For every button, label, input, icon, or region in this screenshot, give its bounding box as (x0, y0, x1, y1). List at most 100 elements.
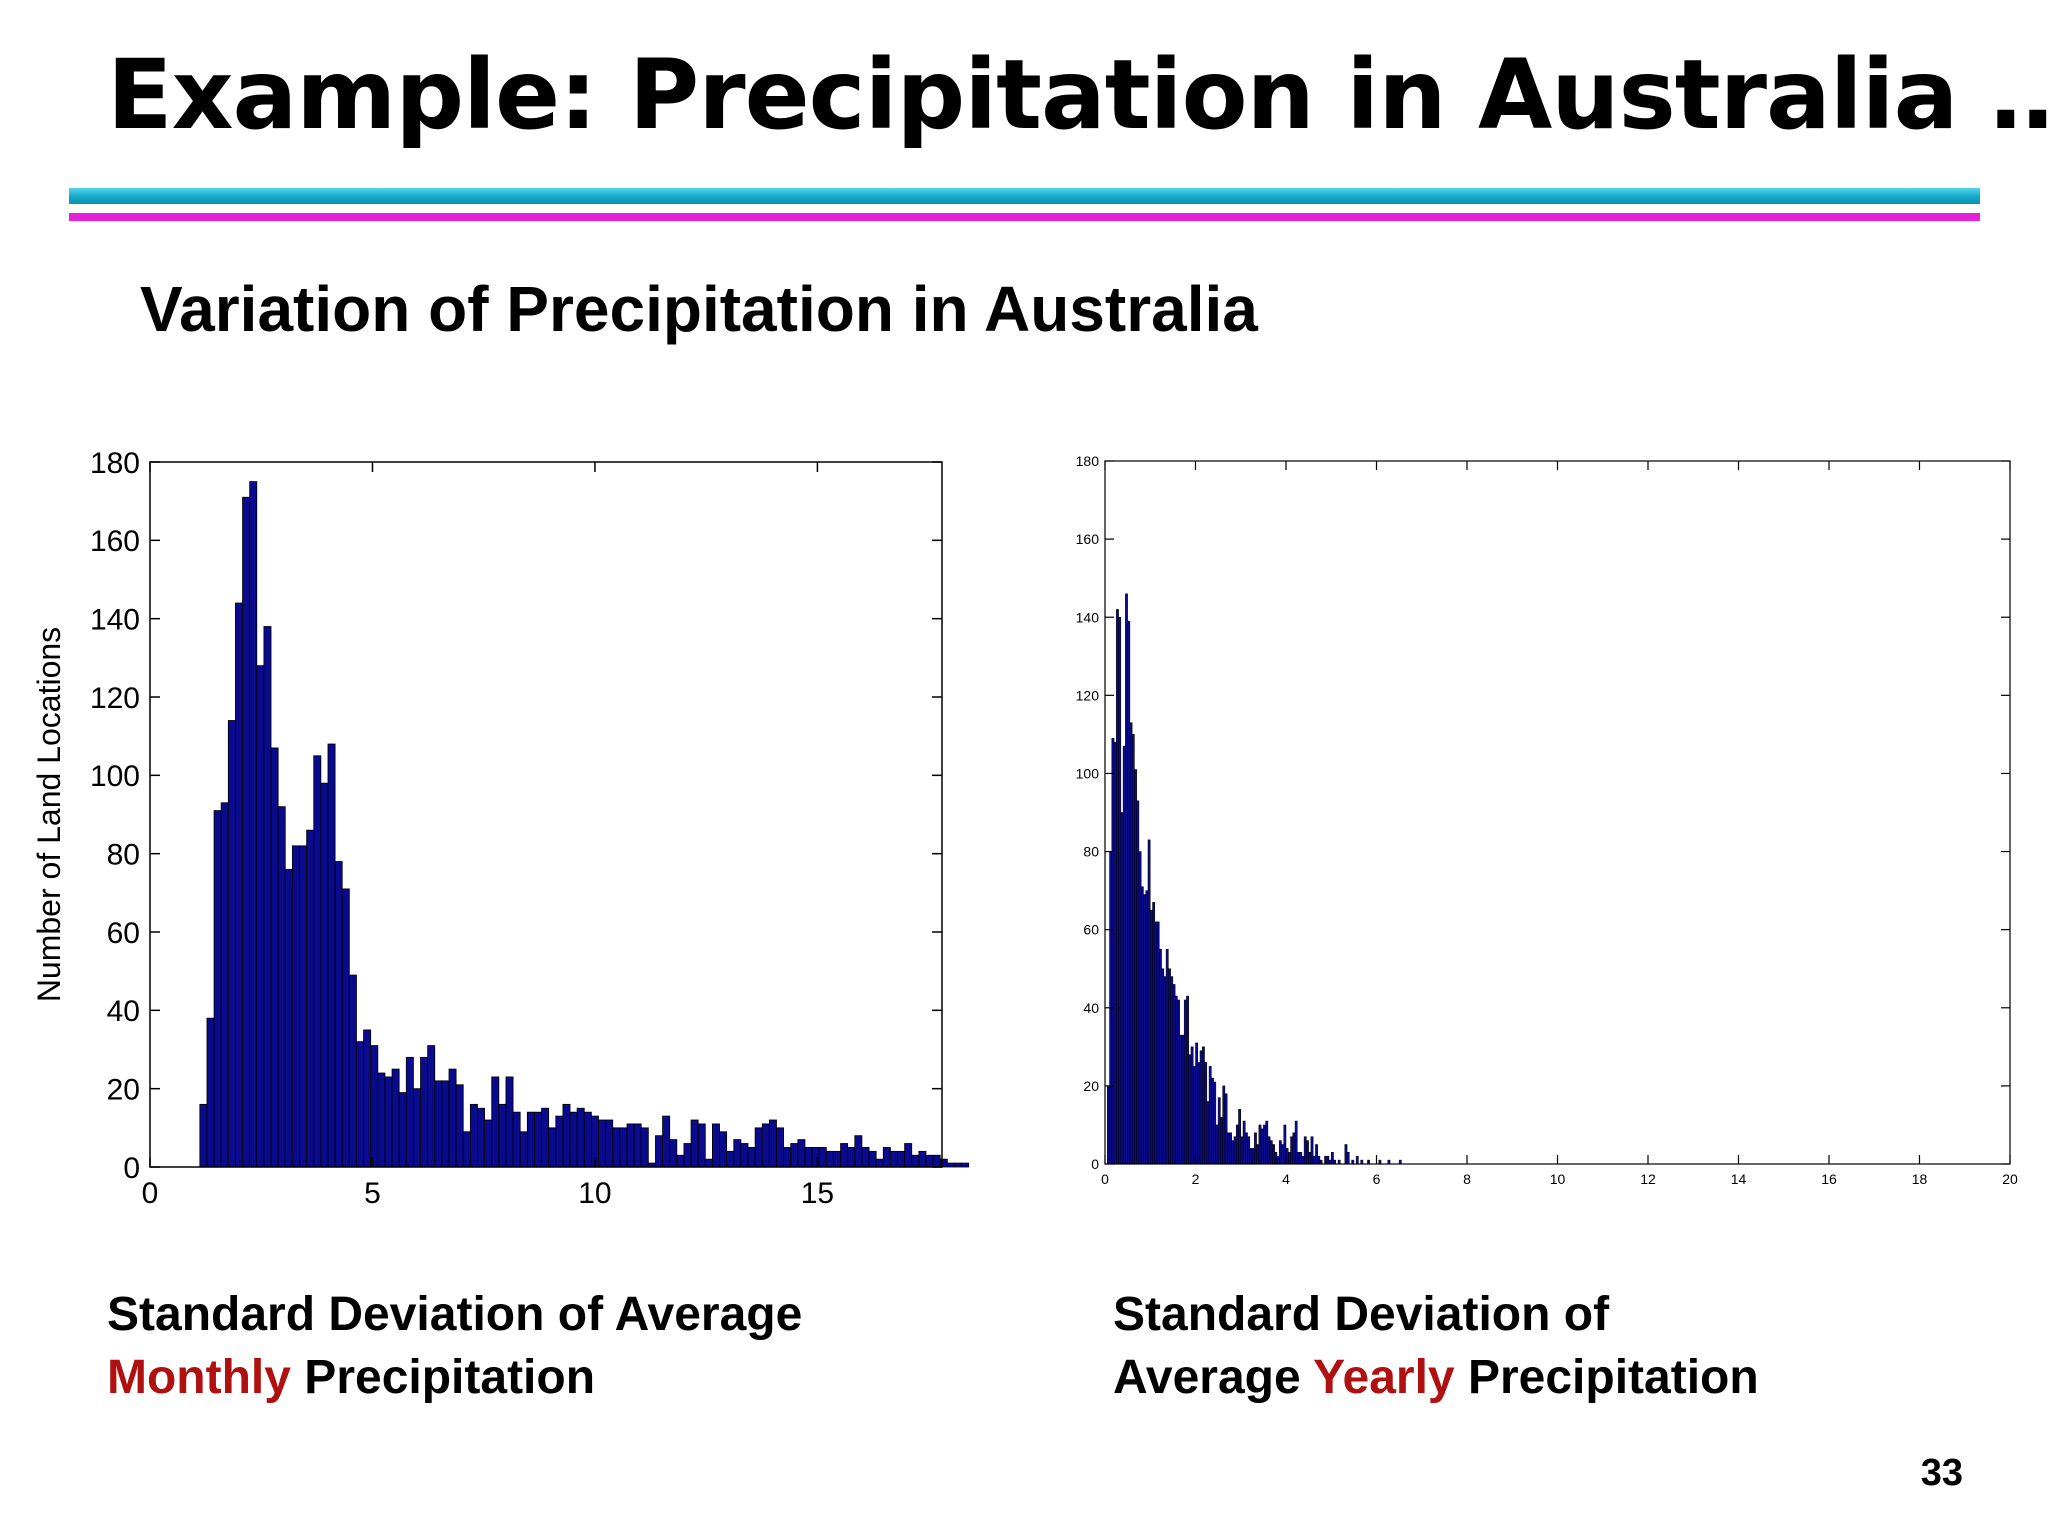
histogram-bar (1308, 1152, 1312, 1165)
histogram-bar (1220, 1116, 1223, 1165)
histogram-bar (897, 1150, 906, 1168)
x-tick-label: 10 (1550, 1171, 1566, 1187)
histogram-bar (818, 1147, 827, 1168)
histogram-bar (441, 1080, 450, 1168)
histogram-bar (790, 1143, 799, 1168)
histogram-bar (1195, 1042, 1199, 1165)
histogram-bar (1315, 1144, 1318, 1165)
histogram-bar (825, 1150, 834, 1168)
histogram-bar (1147, 839, 1151, 1165)
histogram-bar (925, 1154, 934, 1168)
y-tick-label: 80 (1083, 844, 1099, 860)
histogram-bar (320, 782, 329, 1168)
histogram-bar (854, 1135, 863, 1168)
histogram-bar (413, 1088, 421, 1168)
histogram-bar (227, 720, 236, 1168)
histogram-bar (1276, 1155, 1280, 1165)
y-tick-label: 120 (90, 682, 140, 715)
histogram-bar (1190, 1046, 1194, 1165)
histogram-bar (1172, 984, 1176, 1165)
histogram-bar (868, 1150, 877, 1168)
histogram-bar (534, 1111, 542, 1168)
x-tick-label: 14 (1731, 1171, 1747, 1187)
histogram-bar (526, 1111, 535, 1168)
histogram-bar (1181, 1034, 1185, 1165)
yearly-std-histogram: 0 2 4 6 8 10 12 14 16 18 20 0 20 40 60 80 100 120 140 160 18… (1076, 453, 2018, 1187)
y-tick-label: 140 (1076, 609, 1100, 625)
x-tick-label: 0 (142, 1177, 159, 1210)
histogram-bar (783, 1147, 792, 1168)
histogram-bar (327, 743, 336, 1168)
histogram-bar (961, 1162, 970, 1168)
histogram-bar (370, 1045, 379, 1168)
histogram-bar (847, 1147, 856, 1168)
histogram-bar (1224, 1093, 1228, 1165)
y-tick-label: 0 (123, 1152, 140, 1185)
histogram-bar (477, 1107, 485, 1168)
histogram-bar (1254, 1132, 1257, 1165)
histogram-bar (1226, 1132, 1230, 1165)
histogram-bar (797, 1139, 806, 1168)
histogram-bar (1145, 890, 1149, 1165)
histogram-bar (1229, 1132, 1232, 1165)
plot-area (1105, 461, 2010, 1164)
histogram-bar (1269, 1140, 1273, 1165)
histogram-bar (1288, 1152, 1291, 1165)
histogram-bar (291, 845, 300, 1168)
histogram-bar (1222, 1085, 1226, 1165)
histogram-bar (889, 1150, 898, 1168)
histogram-bar (384, 1076, 393, 1168)
y-tick-label: 180 (90, 447, 140, 480)
histogram-bar (1217, 1097, 1221, 1165)
histogram-bar (1156, 921, 1160, 1165)
histogram-bar (1107, 1085, 1110, 1165)
histogram-bar (405, 1056, 414, 1168)
histogram-bar (576, 1107, 585, 1168)
histogram-bar (1290, 1136, 1294, 1165)
histogram-bar (804, 1147, 813, 1168)
histogram-bar (1310, 1136, 1314, 1165)
histogram-bar (740, 1143, 749, 1168)
histogram-bar (1294, 1120, 1298, 1165)
histogram-bar (918, 1150, 927, 1168)
histogram-bar (1159, 948, 1162, 1165)
histogram-bar (1125, 593, 1128, 1165)
y-tick-label: 40 (107, 995, 140, 1028)
histogram-bar (946, 1162, 955, 1168)
histogram-bar (249, 481, 258, 1168)
histogram-bar (270, 747, 279, 1168)
histogram-bar (1122, 745, 1126, 1165)
right-caption-highlight: Yearly (1313, 1351, 1455, 1404)
histogram-bar (498, 1103, 507, 1168)
histogram-bar (1165, 948, 1169, 1165)
y-tick-label: 60 (107, 917, 140, 950)
histogram-bar (1118, 616, 1122, 1165)
histogram-bar (1240, 1136, 1244, 1165)
histogram-bar (1116, 609, 1119, 1165)
x-tick-label: 5 (364, 1177, 381, 1210)
histogram-bar (569, 1111, 578, 1168)
histogram-bar (1188, 1054, 1192, 1165)
histogram-bar (1163, 976, 1167, 1165)
histogram-bar (1263, 1124, 1266, 1165)
histogram-bar (1138, 851, 1142, 1165)
right-caption-pre: Average (1113, 1351, 1314, 1404)
right-caption-line2: Average Yearly Precipitation (1113, 1346, 1759, 1409)
histogram-bar (655, 1135, 663, 1168)
histogram-bar (1192, 1066, 1196, 1165)
y-tick-label: 100 (90, 760, 140, 793)
y-tick-label: 160 (1076, 531, 1100, 547)
histogram-bar (263, 626, 272, 1168)
histogram-bar (1278, 1140, 1282, 1165)
x-tick-label: 20 (2002, 1171, 2018, 1187)
histogram-bar (1131, 734, 1135, 1165)
left-caption-highlight: Monthly (107, 1351, 291, 1404)
histogram-bar (683, 1143, 692, 1168)
histogram-bar (512, 1111, 521, 1168)
page-number: 33 (1920, 1452, 1963, 1494)
histogram-bar (199, 1103, 208, 1168)
histogram-bar (619, 1127, 628, 1168)
histogram-bar (1265, 1120, 1269, 1165)
histogram-bar (1292, 1132, 1296, 1165)
histogram-bar (235, 602, 243, 1168)
